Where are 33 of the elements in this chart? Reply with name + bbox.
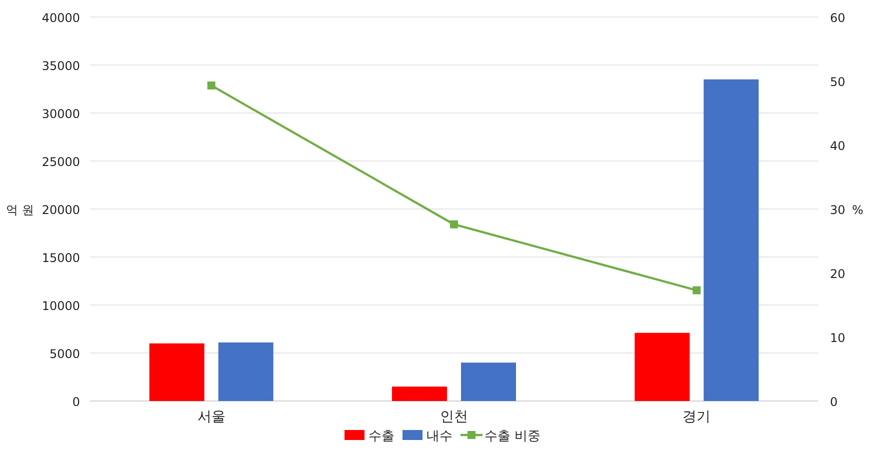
bar: [218, 342, 274, 401]
x-tick-label: 서울: [197, 409, 226, 425]
y2-tick-label: 30: [830, 203, 846, 217]
y-tick-label: 30000: [42, 107, 80, 121]
y-axis-title: 억 원: [6, 203, 34, 217]
y-tick-label: 0: [72, 395, 80, 409]
y2-tick-label: 0: [830, 395, 838, 409]
y2-tick-label: 20: [830, 267, 846, 281]
bar: [461, 362, 516, 401]
bar: [634, 332, 690, 401]
y-tick-label: 25000: [42, 155, 80, 169]
x-tick-label: 경기: [682, 409, 711, 425]
y-tick-label: 5000: [49, 347, 80, 361]
bar: [149, 343, 204, 401]
y-tick-label: 40000: [42, 11, 80, 25]
y2-tick-label: 50: [830, 75, 846, 89]
y-tick-label: 20000: [42, 203, 80, 217]
x-tick-label: 인천: [440, 409, 468, 425]
point: [207, 81, 216, 90]
legend-label: 수출 비중: [484, 429, 541, 444]
y2-axis-title: %: [852, 203, 864, 217]
y-tick-label: 35000: [42, 59, 80, 73]
bar: [392, 386, 447, 401]
legend-label: 내수: [426, 429, 452, 444]
point: [450, 220, 458, 228]
y2-tick-label: 10: [830, 331, 846, 345]
point: [692, 286, 701, 294]
y-tick-label: 10000: [42, 299, 80, 313]
y-tick-label: 15000: [42, 251, 80, 265]
legend-label: 수출: [368, 429, 394, 444]
y2-tick-label: 60: [830, 11, 846, 25]
y2-tick-label: 40: [830, 139, 846, 153]
bar: [704, 79, 759, 401]
